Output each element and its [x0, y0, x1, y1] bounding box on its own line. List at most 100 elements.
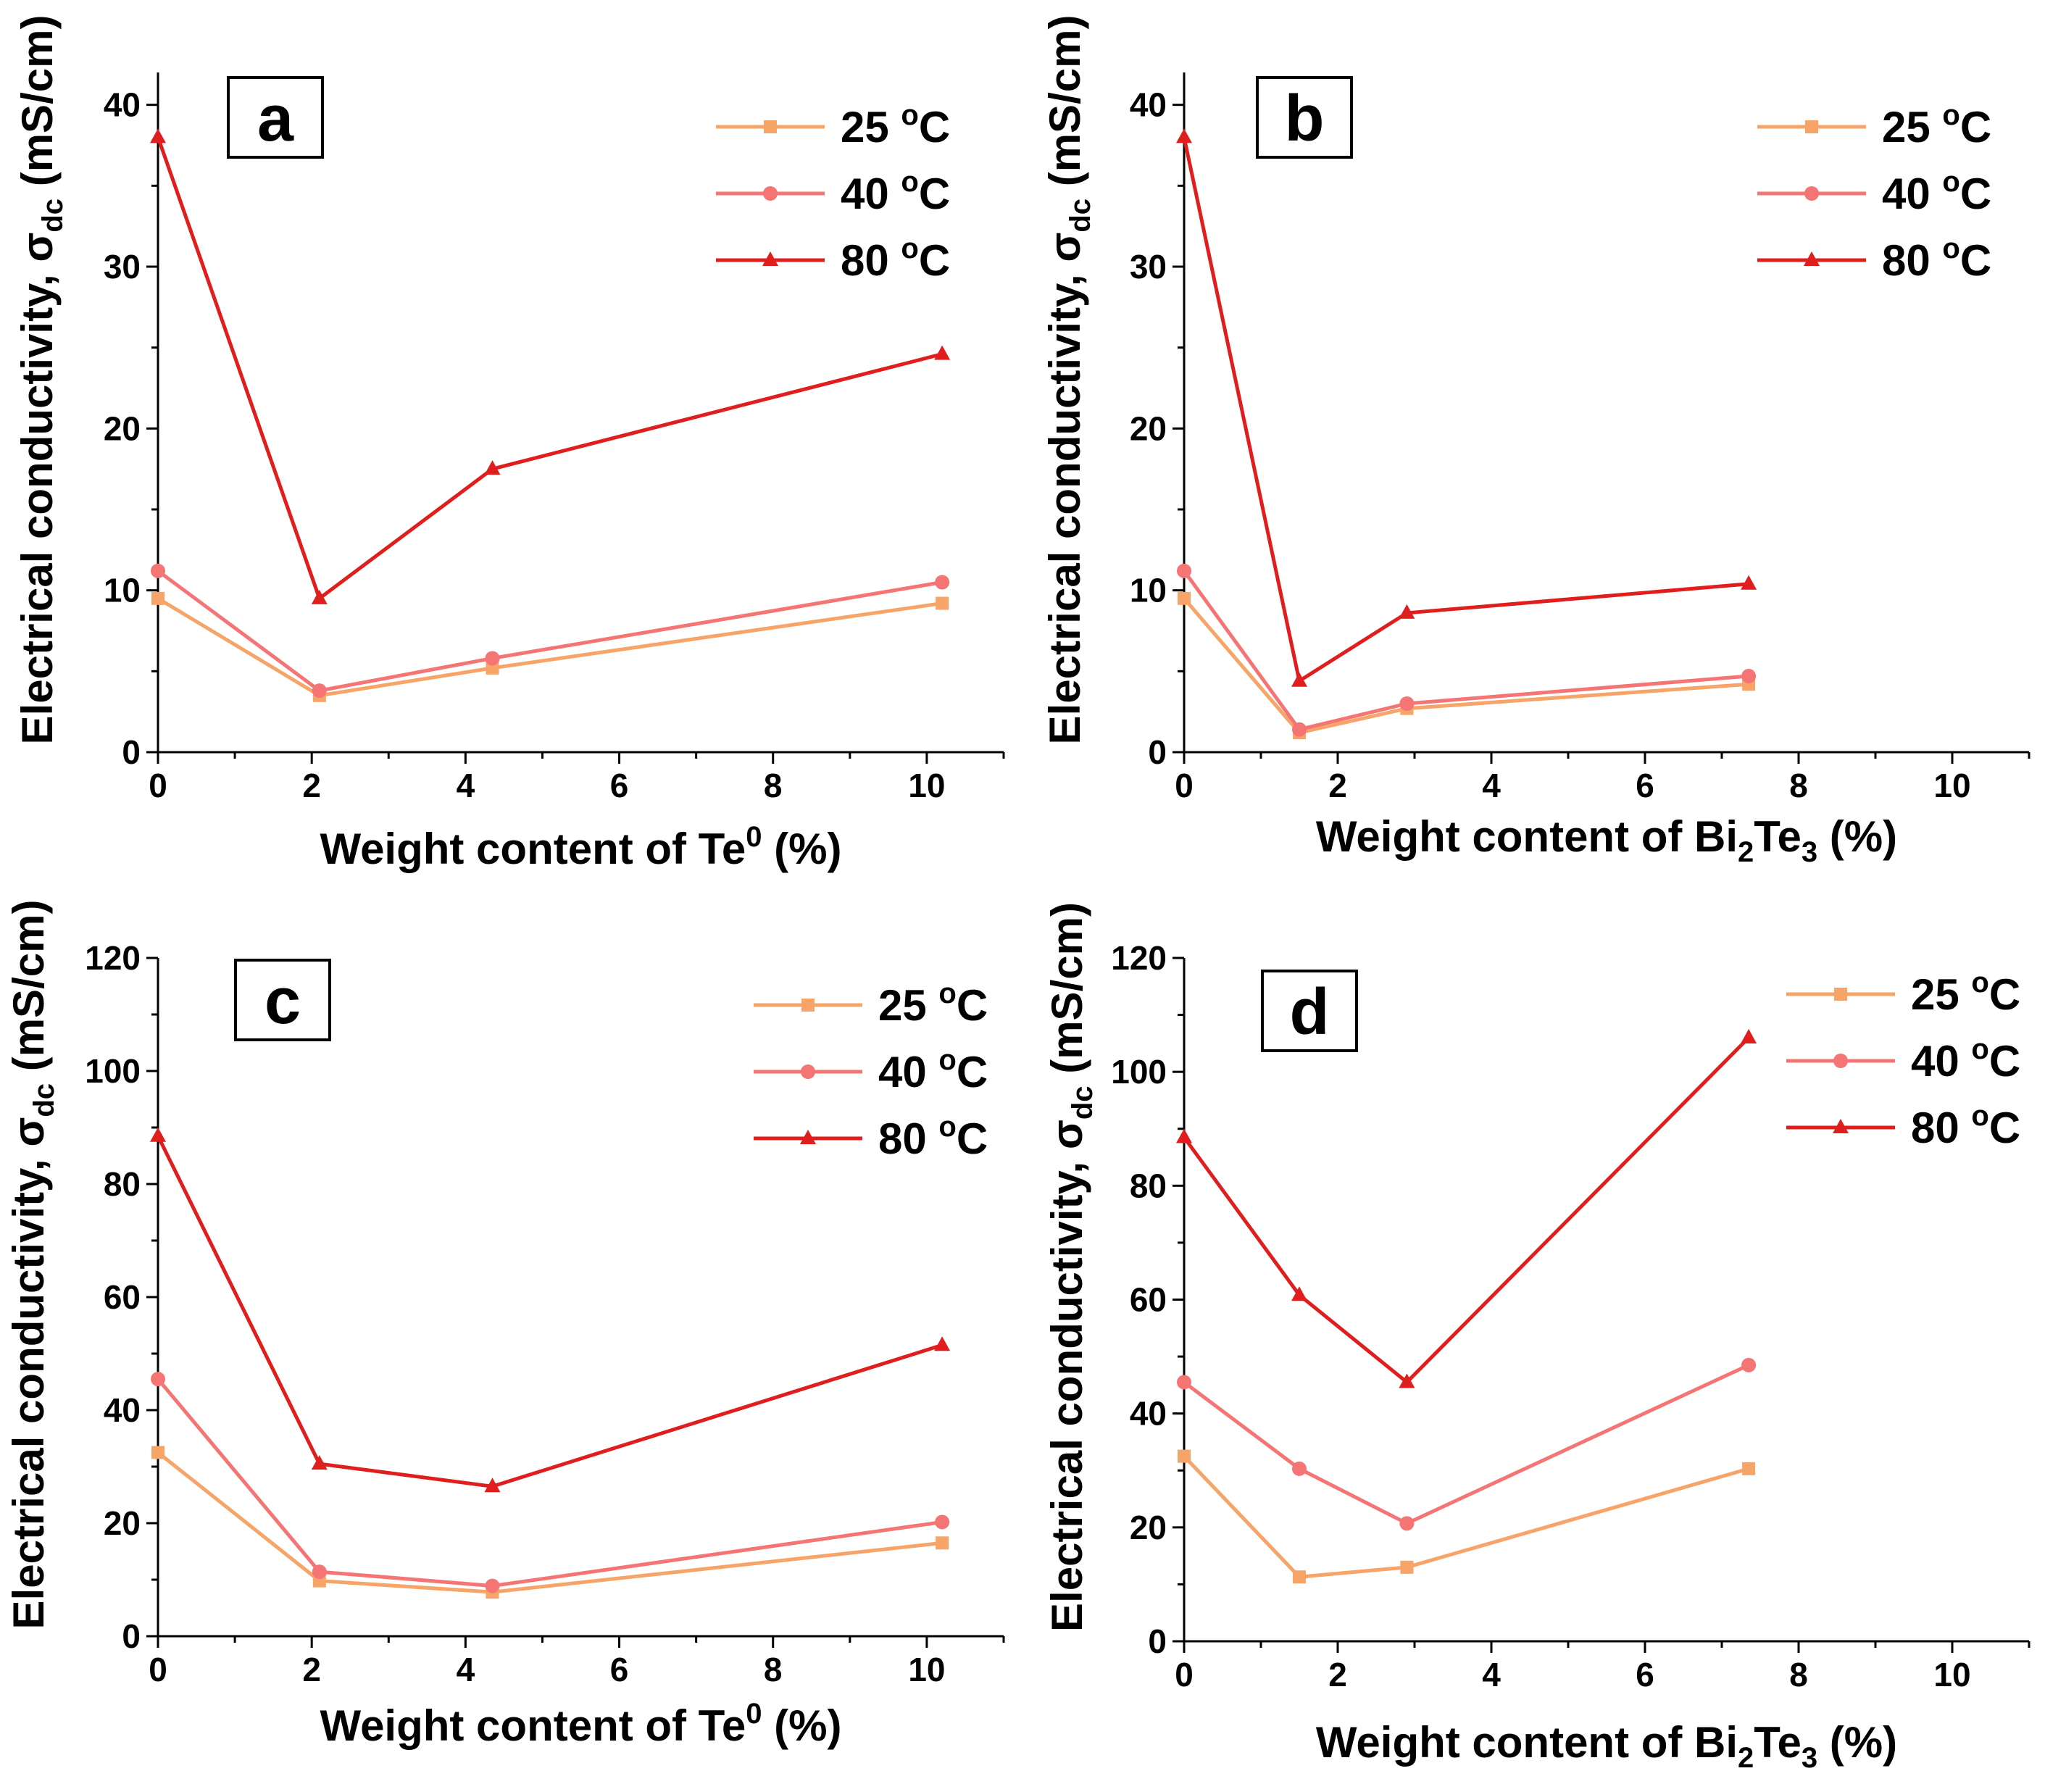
x-axis-title: Weight content of Bi2Te3 (%) [1316, 1718, 1897, 1774]
y-tick-label: 20 [104, 409, 141, 447]
panel-label-box [1261, 970, 1358, 1052]
y-tick-label: 0 [122, 733, 141, 771]
series-line [157, 1378, 943, 1588]
data-point [150, 1127, 166, 1142]
panel-label-box [1256, 76, 1353, 159]
legend-entry: 80 oC [716, 233, 950, 285]
y-axis-title: Electrical conductivity, σdc (mS/cm) [4, 900, 60, 1630]
legend-marker [801, 999, 815, 1012]
series-line [1182, 570, 1749, 732]
data-point [151, 1372, 165, 1387]
data-point [935, 1514, 950, 1530]
y-axis-title: Electrical conductivity, σdc (mS/cm) [1041, 15, 1096, 745]
data-point [150, 128, 166, 143]
y-tick-label: 0 [1148, 1622, 1167, 1660]
series-triangle [150, 128, 951, 604]
panel-label: d [1290, 976, 1330, 1049]
data-point [1741, 669, 1757, 684]
series-circle [1177, 563, 1757, 737]
x-tick-label: 10 [1933, 1656, 1970, 1693]
series-line [157, 569, 943, 693]
data-point [311, 1455, 328, 1470]
x-tick-label: 4 [457, 1651, 475, 1688]
data-point [484, 460, 501, 475]
panel-label-box [227, 76, 324, 159]
panel-b: 0 2 4 6 8 10 0 10 20 30 40 Weight content of Bi2Te3… [1041, 15, 2031, 868]
y-tick-label: 20 [1130, 409, 1167, 447]
series-line [157, 596, 943, 698]
legend-label: 40 oC [1911, 1033, 2020, 1085]
legend-marker [763, 186, 778, 201]
data-point [485, 1578, 500, 1593]
y-tick-label: 30 [104, 248, 141, 286]
data-point [936, 596, 949, 610]
series-triangle [150, 1127, 951, 1493]
data-point [1176, 128, 1192, 143]
y-tick-label: 120 [85, 939, 141, 977]
legend-entry: 80 oC [754, 1111, 988, 1163]
data-point [1399, 1373, 1415, 1388]
data-point [1291, 672, 1307, 687]
y-tick-label: 120 [1111, 939, 1167, 977]
legend-label: 40 oC [1882, 166, 1991, 218]
data-point [1399, 1516, 1415, 1531]
x-tick-label: 4 [1482, 1656, 1501, 1693]
series-line [156, 136, 943, 601]
y-tick-label: 30 [1130, 248, 1167, 286]
legend-label: 25 oC [841, 99, 950, 151]
legend-label: 80 oC [1882, 233, 1991, 285]
y-tick-label: 40 [1130, 1395, 1167, 1433]
data-point [1741, 1029, 1757, 1044]
legend-marker [801, 1064, 815, 1079]
x-tick-label: 10 [908, 1651, 945, 1688]
x-tick-label: 6 [1636, 1656, 1654, 1693]
legend-marker [1834, 988, 1847, 1001]
y-tick-label: 60 [1130, 1281, 1167, 1319]
y-axis-title: Electrical conductivity, σdc (mS/cm) [13, 15, 69, 745]
x-tick-label: 8 [1789, 767, 1808, 804]
x-tick-label: 10 [1933, 767, 1970, 804]
series-line [156, 1135, 943, 1488]
legend-entry: 80 oC [1786, 1100, 2020, 1152]
legend-label: 80 oC [878, 1111, 988, 1163]
legend-entry: 40 oC [1757, 166, 1991, 218]
x-tick-label: 0 [1175, 767, 1194, 804]
y-tick-label: 0 [122, 1617, 141, 1655]
panel-label: c [265, 965, 301, 1038]
panel-label: b [1285, 83, 1325, 155]
y-tick-label: 40 [104, 1391, 141, 1429]
data-point [151, 591, 164, 605]
x-tick-label: 2 [302, 767, 321, 804]
y-tick-label: 40 [1130, 86, 1167, 124]
legend-marker [762, 251, 778, 266]
legend-marker [1805, 120, 1818, 133]
data-point [485, 651, 500, 666]
data-point [934, 345, 951, 360]
data-point [312, 1564, 327, 1580]
data-point [1399, 604, 1415, 619]
x-tick-label: 2 [1328, 767, 1347, 804]
legend-marker [1804, 186, 1819, 201]
legend-label: 80 oC [1911, 1100, 2020, 1152]
series-square [1178, 591, 1756, 740]
x-tick-label: 6 [1636, 767, 1654, 804]
data-point [936, 1536, 949, 1550]
series-line [1183, 1363, 1750, 1525]
x-tick-label: 8 [764, 1651, 783, 1688]
x-axis-title: Weight content of Te0 (%) [320, 1698, 842, 1750]
y-tick-label: 80 [1130, 1167, 1167, 1204]
legend-entry: 40 oC [716, 166, 950, 218]
legend-label: 40 oC [841, 166, 950, 218]
data-point [312, 683, 327, 699]
legend-label: 80 oC [841, 233, 950, 285]
series-square [1178, 1449, 1756, 1584]
legend-label: 25 oC [878, 978, 988, 1030]
y-tick-label: 40 [104, 86, 141, 124]
x-tick-label: 2 [302, 1651, 321, 1688]
legend-marker [1833, 1119, 1849, 1133]
x-tick-label: 8 [1789, 1656, 1808, 1693]
x-tick-label: 4 [457, 767, 475, 804]
data-point [1400, 1560, 1414, 1574]
